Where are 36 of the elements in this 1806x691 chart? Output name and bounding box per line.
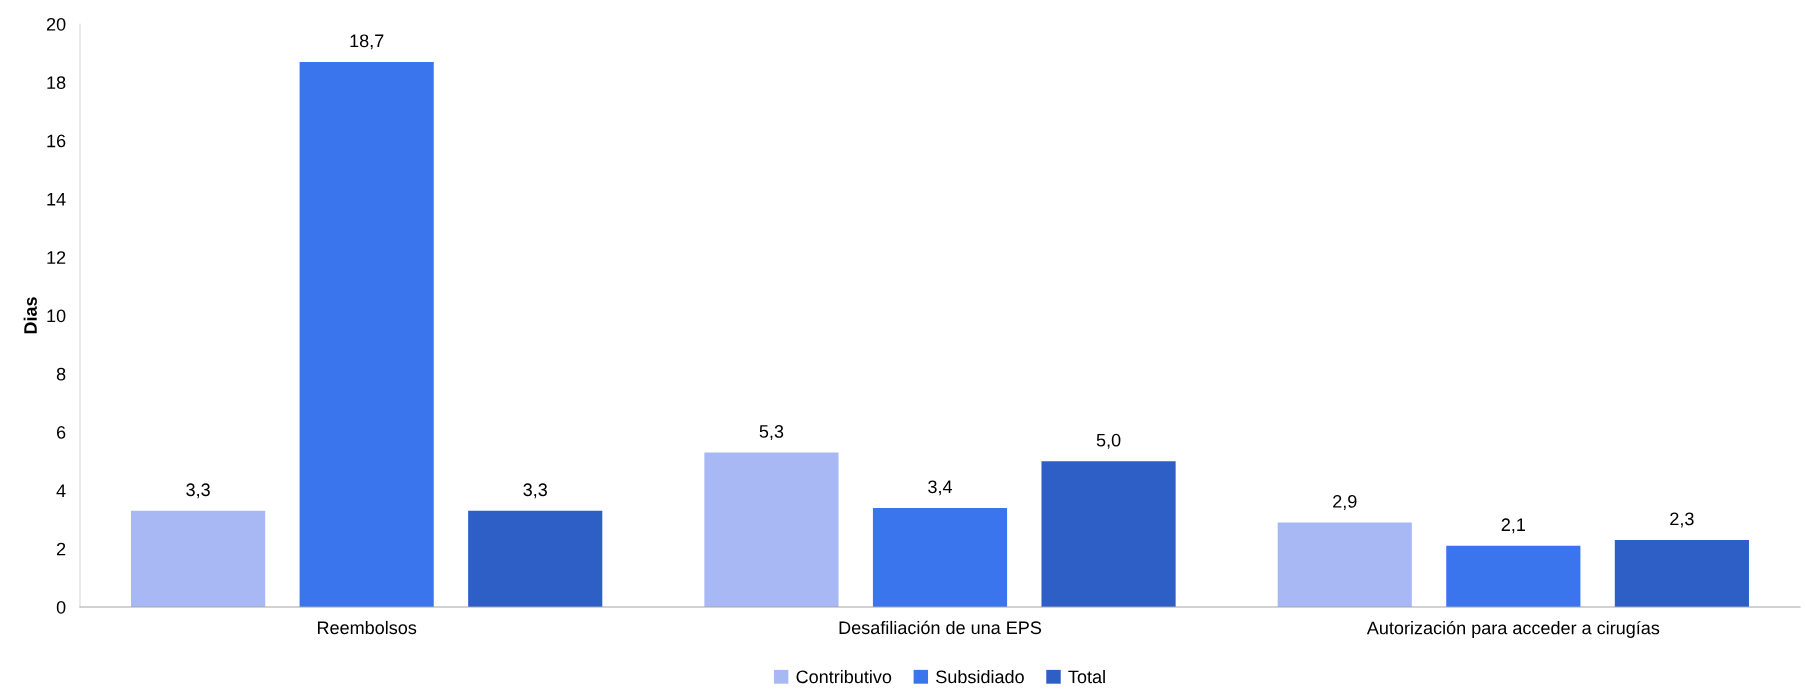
data-label: 2,3 bbox=[1670, 512, 1694, 528]
y-tick-label: 12 bbox=[47, 251, 66, 264]
data-label: 5,3 bbox=[759, 425, 784, 440]
data-label: 18,7 bbox=[350, 34, 384, 50]
bar bbox=[1041, 461, 1176, 607]
bar bbox=[704, 452, 839, 607]
y-tick-label: 16 bbox=[47, 134, 66, 148]
bar bbox=[299, 61, 434, 607]
x-tick-label: Desafiliación de una EPS bbox=[839, 620, 1042, 635]
legend-label: Subsidiado bbox=[936, 669, 1024, 684]
x-tick-label: Autorización para acceder a cirugías bbox=[1366, 620, 1660, 638]
y-tick-label: 4 bbox=[56, 484, 66, 497]
y-tick-label: 6 bbox=[56, 426, 66, 439]
bar bbox=[468, 510, 603, 607]
bar bbox=[872, 507, 1008, 607]
data-label: 2,9 bbox=[1333, 495, 1357, 510]
data-label: 3,3 bbox=[523, 483, 547, 499]
y-axis-title: Dias bbox=[23, 297, 37, 334]
bar bbox=[1446, 545, 1581, 607]
y-tick-label: 18 bbox=[47, 76, 66, 90]
data-label: 3,4 bbox=[928, 480, 953, 496]
y-tick-label: 8 bbox=[56, 367, 66, 381]
data-label: 3,3 bbox=[186, 483, 210, 499]
y-tick-label: 0 bbox=[56, 600, 66, 614]
bar bbox=[1614, 539, 1749, 607]
data-label: 5,0 bbox=[1096, 433, 1121, 449]
bar bbox=[1277, 522, 1412, 607]
y-tick-label: 10 bbox=[47, 309, 66, 323]
y-tick-label: 20 bbox=[46, 17, 66, 31]
data-label: 2,1 bbox=[1501, 518, 1525, 534]
legend-label: Contributivo bbox=[796, 669, 892, 684]
x-tick-label: Reembolsos bbox=[317, 620, 417, 635]
y-tick-label: 2 bbox=[56, 542, 66, 556]
y-tick-label: 14 bbox=[47, 193, 66, 206]
bar bbox=[131, 510, 266, 607]
legend-label: Total bbox=[1068, 669, 1105, 684]
